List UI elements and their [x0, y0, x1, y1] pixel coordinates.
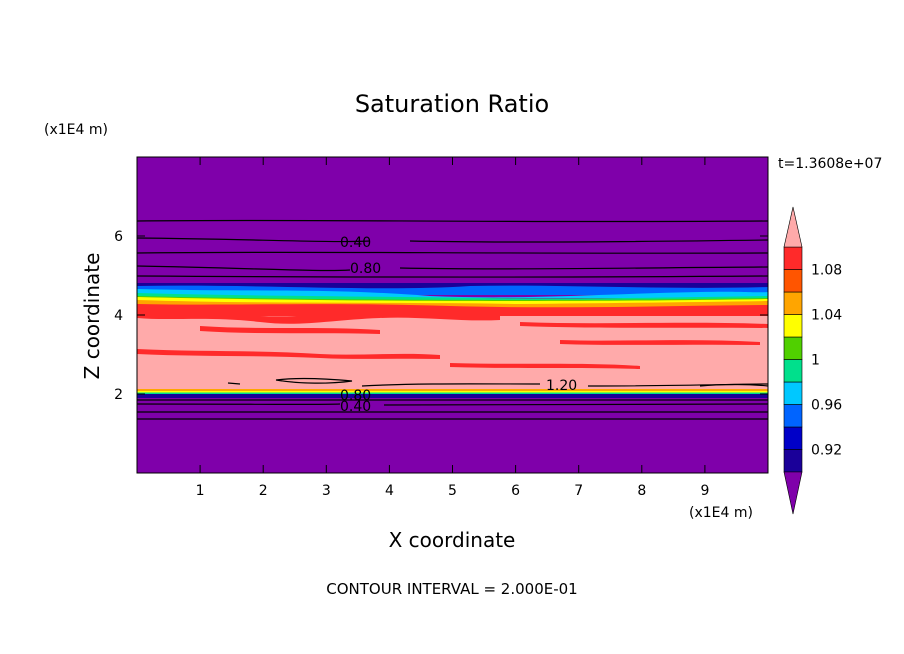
contour-lines	[137, 219, 768, 421]
colorbar-segment	[783, 359, 803, 383]
colorbar-segment	[783, 426, 803, 450]
x-tick-label: 1	[196, 483, 205, 499]
colorbar-segment	[783, 291, 803, 315]
colorbar-under-arrow	[783, 471, 803, 515]
red-streak-5	[560, 340, 760, 345]
contour-field: 0.40 0.80 1.20 0.80 0.40	[137, 157, 768, 473]
colorbar: 0.92 0.96 1 1.04 1.08	[783, 206, 842, 515]
y-tick-label: 6	[114, 229, 123, 245]
colorbar-tick-label: 1.04	[811, 308, 842, 324]
colorbar-tick-label: 0.96	[811, 398, 842, 414]
x-tick-label: 2	[259, 483, 268, 499]
colorbar-segment	[783, 314, 803, 338]
colorbar-tick-label: 1.08	[811, 263, 842, 279]
x-tick-label: 6	[511, 483, 520, 499]
contour-interval-footer: CONTOUR INTERVAL = 2.000E-01	[326, 580, 577, 598]
colorbar-segment	[783, 269, 803, 293]
upper-dark-band	[137, 283, 768, 289]
cyan-band	[137, 289, 768, 298]
y-tick-label: 4	[114, 308, 123, 324]
contour-label-080-upper: 0.80	[350, 261, 381, 277]
colorbar-tick-label: 1	[811, 353, 820, 369]
colorbar-segment	[783, 336, 803, 360]
x-tick-label: 7	[574, 483, 583, 499]
contour-label-040-upper: 0.40	[340, 235, 371, 251]
lower-green-line	[137, 392, 768, 394]
x-tick-label: 9	[700, 483, 709, 499]
colorbar-segment	[783, 404, 803, 428]
x-tick-label: 8	[637, 483, 646, 499]
red-streak-2	[200, 326, 380, 334]
red-streak-3	[520, 322, 768, 328]
x-tick-label: 5	[448, 483, 457, 499]
colorbar-segment	[783, 246, 803, 270]
red-streak-6	[450, 363, 640, 369]
colorbar-segment	[783, 449, 803, 473]
red-streak-4	[137, 349, 440, 359]
x-tick-label: 4	[385, 483, 394, 499]
colorbar-segment	[783, 381, 803, 405]
x-tick-label: 3	[322, 483, 331, 499]
time-label: t=1.3608e+07	[778, 156, 882, 172]
y-axis: 2 4 6	[114, 229, 768, 403]
x-unit-label: (x1E4 m)	[689, 505, 753, 521]
chart-title: Saturation Ratio	[355, 90, 549, 118]
colorbar-tick-label: 0.92	[811, 443, 842, 459]
y-axis-label: Z coordinate	[80, 253, 104, 380]
colorbar-over-arrow	[783, 206, 803, 248]
y-unit-label: (x1E4 m)	[44, 122, 108, 138]
contour-label-040-lower: 0.40	[340, 399, 371, 415]
contour-label-120: 1.20	[546, 378, 577, 394]
red-streak-1	[137, 313, 500, 324]
x-axis: 1 2 3 4 5 6 7 8 9	[196, 157, 709, 499]
lower-dark-band	[137, 394, 768, 398]
y-tick-label: 2	[114, 387, 123, 403]
contour-label-080-lower: 0.80	[340, 388, 371, 404]
lower-yellow-line	[137, 391, 768, 393]
x-axis-label: X coordinate	[389, 528, 516, 552]
lower-orange-line	[137, 389, 768, 391]
